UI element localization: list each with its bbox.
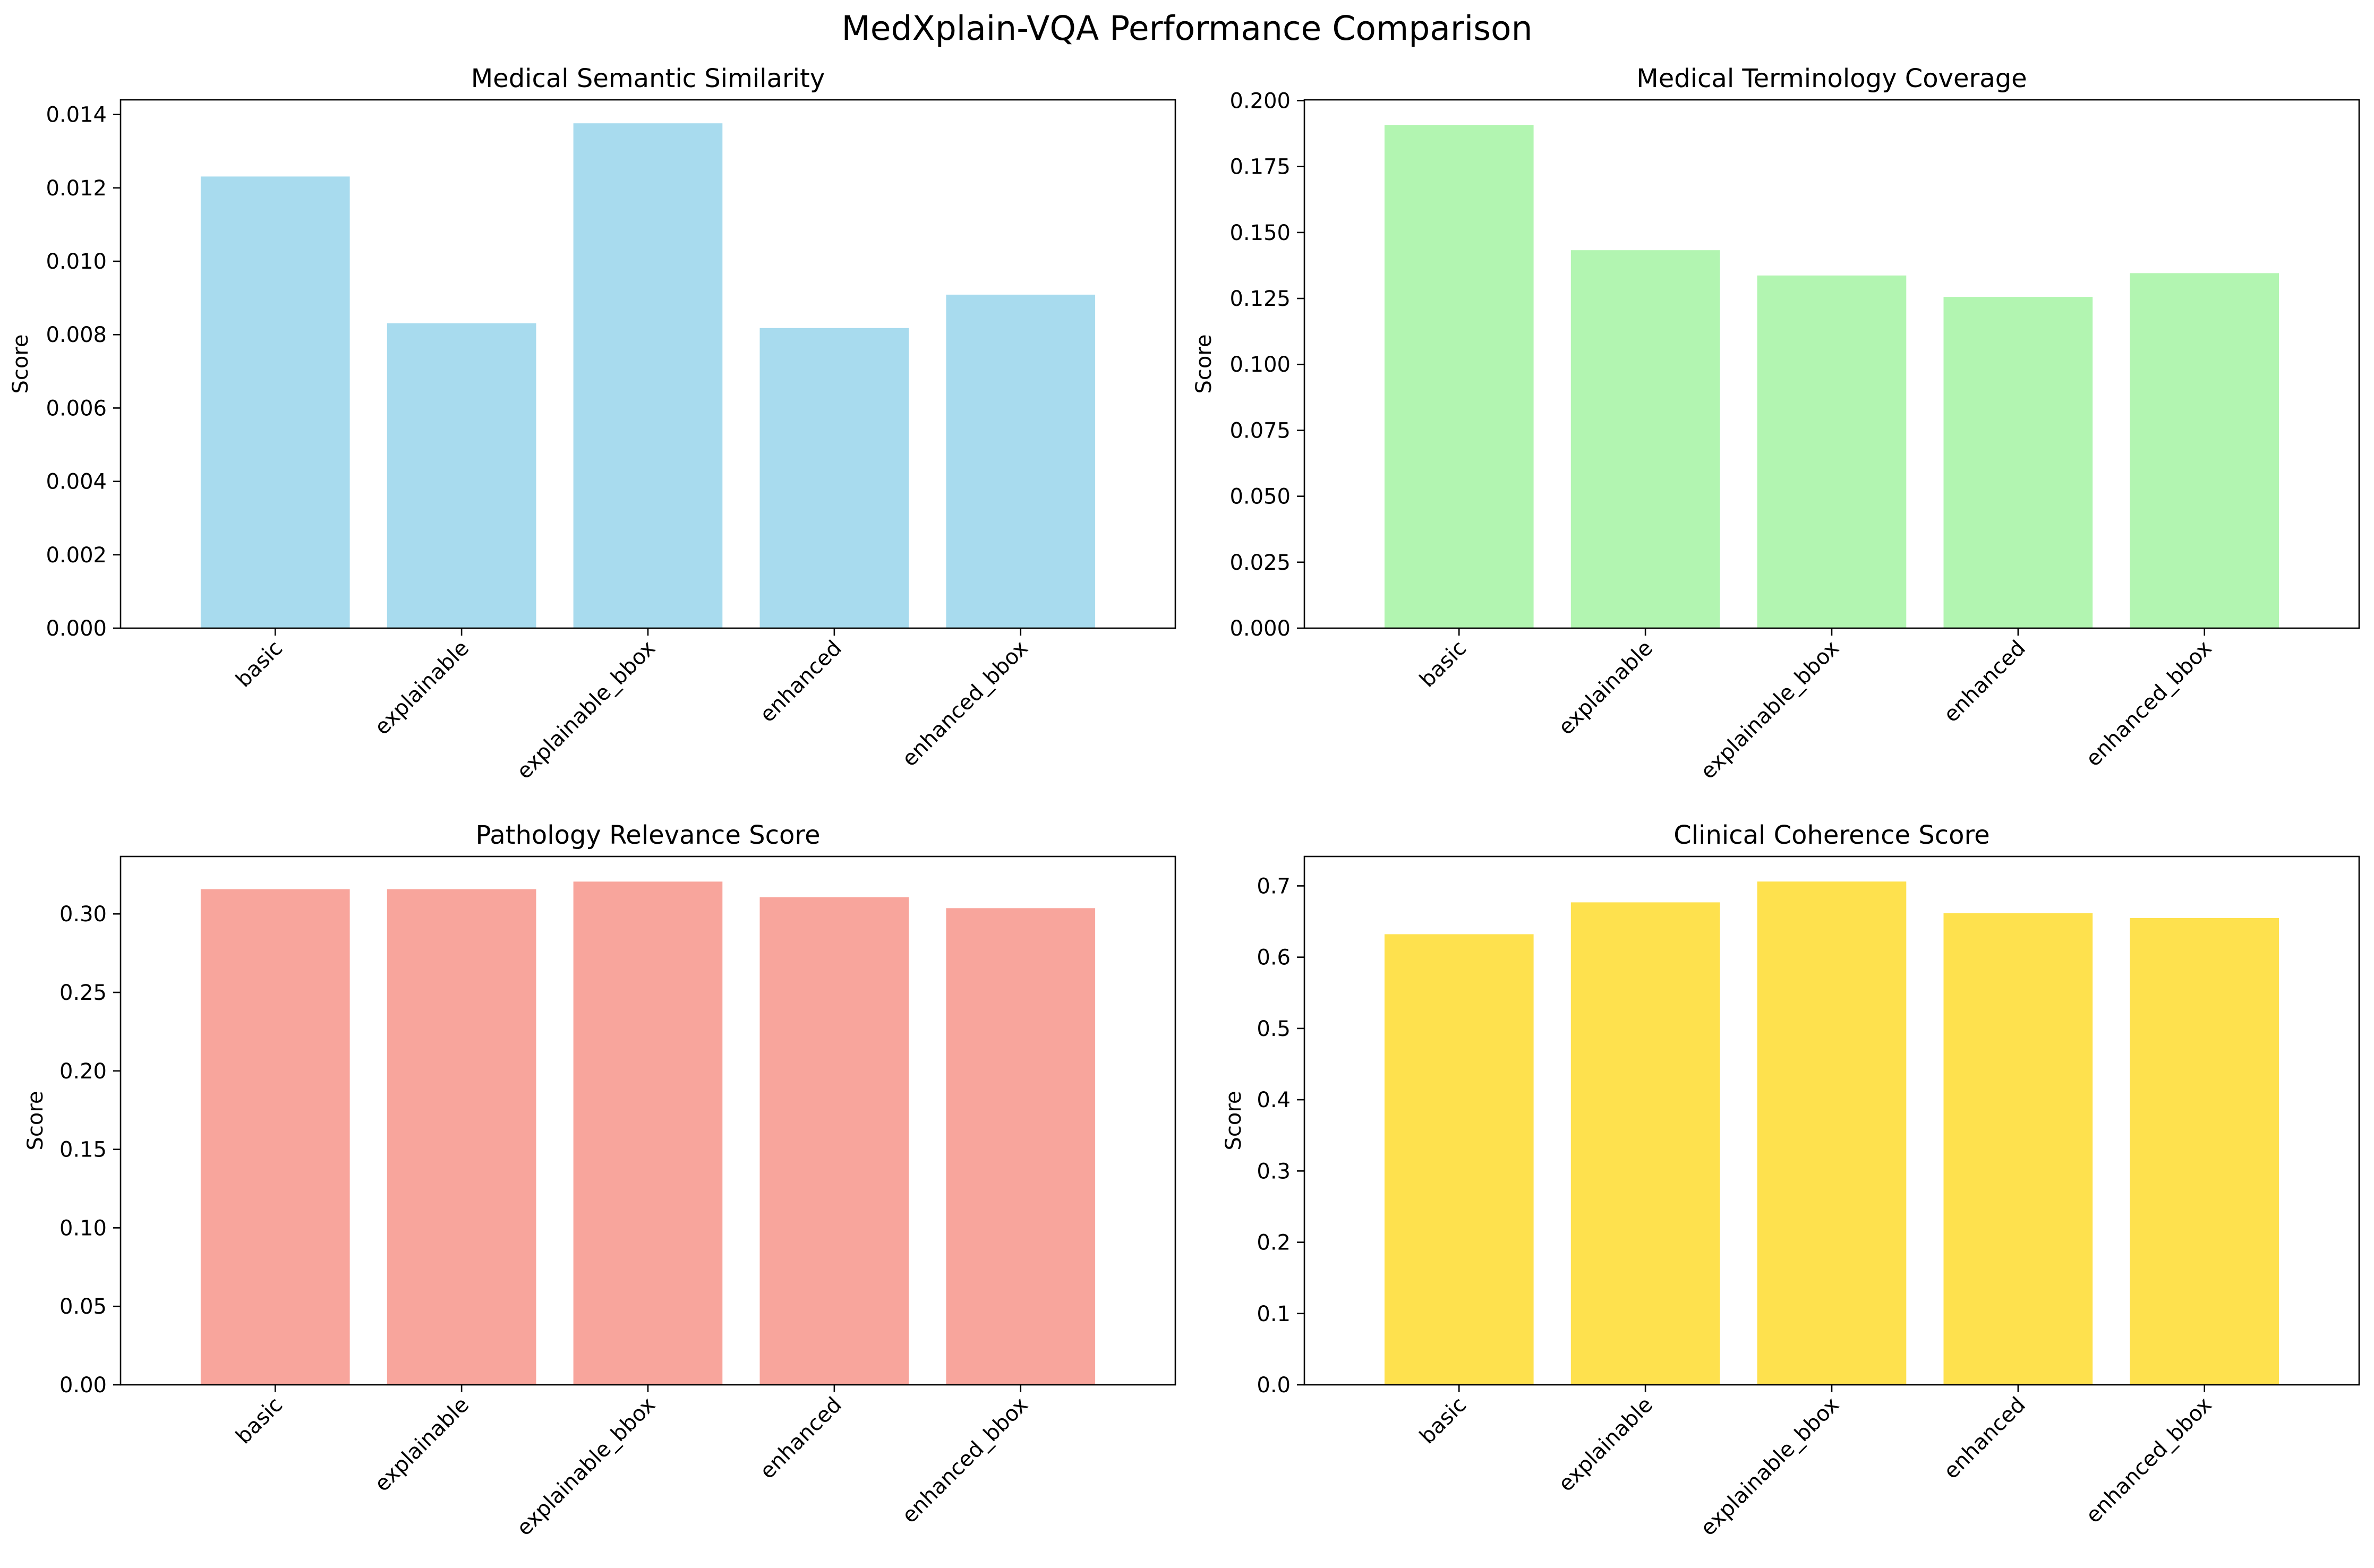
y-tick-label: 0.000 xyxy=(1229,616,1291,641)
y-tick-label: 0.0 xyxy=(1257,1373,1291,1398)
bar-enhanced xyxy=(1943,913,2093,1385)
y-axis-label: Score xyxy=(1192,334,1216,393)
bar-enhanced-bbox xyxy=(2130,273,2279,628)
y-tick-label: 0.125 xyxy=(1229,287,1291,311)
x-tick-label-explainable-bbox: explainable_bbox xyxy=(1696,636,1844,784)
x-tick-label-enhanced: enhanced xyxy=(1939,1393,2030,1484)
bar-enhanced xyxy=(759,897,909,1385)
bar-explainable-bbox xyxy=(573,881,723,1385)
y-tick-label: 0.004 xyxy=(46,470,107,494)
x-tick-label-basic: basic xyxy=(231,636,287,692)
y-tick-label: 0.200 xyxy=(1229,89,1291,113)
y-tick-label: 0.150 xyxy=(1229,221,1291,245)
x-tick-label-enhanced-bbox: enhanced_bbox xyxy=(898,1393,1033,1528)
y-axis-label: Score xyxy=(8,334,33,393)
x-tick-label-enhanced: enhanced xyxy=(755,1393,847,1484)
y-tick-label: 0.100 xyxy=(1229,353,1291,377)
x-tick-label-enhanced: enhanced xyxy=(755,636,847,727)
bar-basic xyxy=(1384,934,1534,1385)
chart-panel-clinical-coherence-score: 0.0 0.1 0.2 0.3 0.4 0.5 0.6 0.7 basic explainable… xyxy=(1222,820,2360,1541)
bar-basic xyxy=(1384,125,1534,628)
figure-title: MedXplain-VQA Performance Comparison xyxy=(841,9,1532,48)
x-tick-label-enhanced-bbox: enhanced_bbox xyxy=(2081,1393,2217,1528)
x-tick-label-explainable-bbox: explainable_bbox xyxy=(512,1393,660,1541)
bar-explainable xyxy=(387,323,536,628)
y-tick-label: 0.5 xyxy=(1257,1017,1291,1041)
chart-panel-medical-semantic-similarity: 0.000 0.002 0.004 0.006 0.008 0.010 0.012 0.014… xyxy=(8,64,1176,784)
bar-basic xyxy=(200,889,350,1385)
y-tick-label: 0.30 xyxy=(59,902,107,927)
y-tick-label: 0.15 xyxy=(59,1138,107,1162)
x-tick-label-explainable-bbox: explainable_bbox xyxy=(1696,1393,1844,1541)
y-tick-label: 0.20 xyxy=(59,1059,107,1084)
x-tick-label-enhanced-bbox: enhanced_bbox xyxy=(2081,636,2217,772)
x-tick-label-explainable: explainable xyxy=(370,1393,474,1497)
bar-enhanced-bbox xyxy=(946,908,1096,1385)
y-tick-label: 0.00 xyxy=(59,1373,107,1398)
x-tick-label-explainable-bbox: explainable_bbox xyxy=(512,636,660,784)
y-tick-label: 0.05 xyxy=(59,1295,107,1319)
y-tick-label: 0.025 xyxy=(1229,551,1291,575)
y-tick-label: 0.014 xyxy=(46,103,107,127)
bar-explainable-bbox xyxy=(573,123,723,628)
x-tick-label-explainable: explainable xyxy=(370,636,474,740)
chart-panel-medical-terminology-coverage: 0.000 0.025 0.050 0.075 0.100 0.125 0.150 0.175… xyxy=(1192,64,2360,784)
y-tick-label: 0.000 xyxy=(46,616,107,641)
chart-title: Medical Semantic Similarity xyxy=(471,64,825,93)
bar-explainable xyxy=(387,889,536,1385)
x-tick-label-explainable: explainable xyxy=(1554,1393,1658,1497)
bar-explainable-bbox xyxy=(1757,881,1907,1385)
y-tick-label: 0.4 xyxy=(1257,1088,1291,1112)
y-tick-label: 0.050 xyxy=(1229,485,1291,509)
chart-panel-pathology-relevance-score: 0.00 0.05 0.10 0.15 0.20 0.25 0.30 basic explain… xyxy=(23,820,1176,1541)
y-axis-label: Score xyxy=(23,1091,48,1150)
y-tick-label: 0.1 xyxy=(1257,1302,1291,1326)
y-tick-label: 0.175 xyxy=(1229,155,1291,179)
bar-enhanced-bbox xyxy=(2130,918,2279,1385)
y-tick-label: 0.7 xyxy=(1257,874,1291,898)
x-tick-label-basic: basic xyxy=(1415,1393,1471,1449)
y-tick-label: 0.6 xyxy=(1257,946,1291,970)
y-tick-label: 0.010 xyxy=(46,250,107,274)
bar-explainable xyxy=(1570,902,1720,1385)
y-tick-label: 0.008 xyxy=(46,323,107,347)
y-tick-label: 0.10 xyxy=(59,1216,107,1240)
y-tick-label: 0.002 xyxy=(46,543,107,568)
x-tick-label-enhanced: enhanced xyxy=(1939,636,2030,727)
bar-enhanced xyxy=(1943,297,2093,628)
bar-enhanced xyxy=(759,328,909,628)
y-tick-label: 0.012 xyxy=(46,176,107,201)
bar-explainable-bbox xyxy=(1757,275,1907,628)
x-tick-label-enhanced-bbox: enhanced_bbox xyxy=(898,636,1033,772)
bar-enhanced-bbox xyxy=(946,294,1096,628)
x-tick-label-basic: basic xyxy=(231,1393,287,1449)
x-tick-label-explainable: explainable xyxy=(1554,636,1658,740)
y-tick-label: 0.3 xyxy=(1257,1159,1291,1184)
x-tick-label-basic: basic xyxy=(1415,636,1471,692)
y-tick-label: 0.2 xyxy=(1257,1231,1291,1255)
y-tick-label: 0.25 xyxy=(59,981,107,1005)
chart-title: Medical Terminology Coverage xyxy=(1636,64,2027,93)
bar-basic xyxy=(200,176,350,628)
chart-title: Clinical Coherence Score xyxy=(1673,820,1989,850)
y-tick-label: 0.075 xyxy=(1229,418,1291,443)
y-axis-label: Score xyxy=(1222,1091,1246,1150)
chart-title: Pathology Relevance Score xyxy=(475,820,820,850)
bar-explainable xyxy=(1570,250,1720,628)
y-tick-label: 0.006 xyxy=(46,396,107,421)
